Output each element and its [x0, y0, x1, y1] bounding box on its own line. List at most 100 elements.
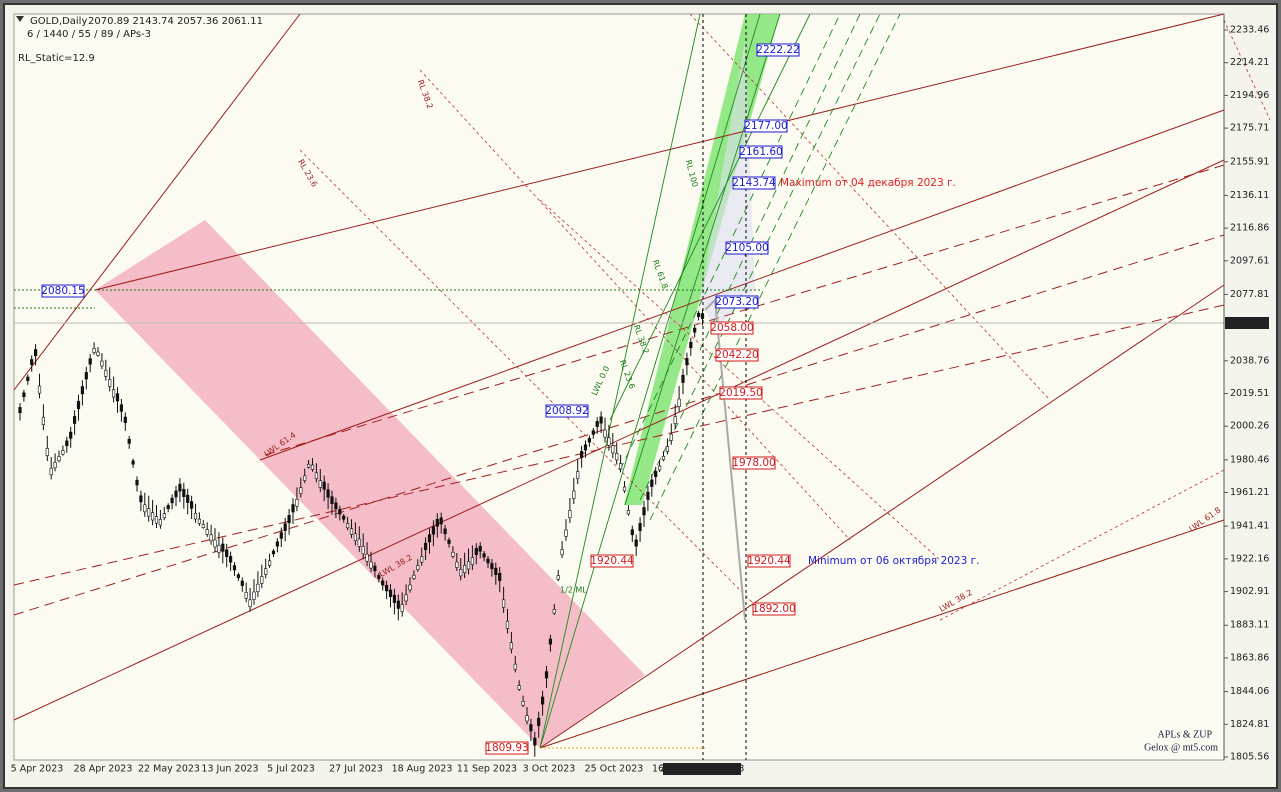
- candle-body: [127, 438, 131, 444]
- red-lines: [13, 13, 1225, 749]
- candle-body: [505, 620, 510, 629]
- green-lines: [539, 13, 811, 749]
- candle-body: [201, 524, 205, 528]
- candle-body: [400, 604, 404, 612]
- candle-body: [646, 491, 650, 500]
- candle-body: [334, 502, 338, 510]
- candle-body: [182, 488, 186, 498]
- candle-body: [685, 358, 689, 366]
- candle-body: [236, 574, 241, 579]
- candle-body: [303, 475, 307, 481]
- candle-body: [41, 416, 45, 425]
- candle-body: [353, 533, 358, 541]
- candle-body: [88, 358, 92, 365]
- price-tick-label: 2233.46: [1230, 25, 1269, 36]
- candle-body: [287, 515, 291, 524]
- price-tick-label: 2214.21: [1230, 57, 1269, 68]
- candle-body: [197, 518, 202, 524]
- candle-body: [267, 560, 272, 566]
- candle-body: [392, 594, 397, 603]
- footer-title: APLs & ZUP: [1158, 729, 1213, 740]
- candle-body: [576, 471, 580, 480]
- candle-body: [494, 567, 498, 575]
- date-label: 3 Oct 2023: [523, 764, 576, 775]
- level-label: 2080.15: [41, 285, 84, 297]
- candle-body: [642, 507, 646, 516]
- zigzag: [704, 297, 746, 621]
- price-tick-label: 1980.46: [1230, 454, 1269, 465]
- candle-body: [84, 372, 88, 380]
- candle-body: [369, 561, 373, 569]
- candle-body: [37, 385, 42, 394]
- candle-body: [151, 512, 155, 521]
- candle-body: [388, 589, 393, 598]
- level-label: 1892.00: [752, 603, 795, 615]
- level-label: 2008.92: [545, 405, 588, 417]
- candle-body: [583, 444, 588, 451]
- candle-body: [451, 551, 455, 557]
- candle-body: [474, 548, 478, 555]
- level-label: 2058.00: [710, 322, 753, 334]
- candle-body: [100, 360, 104, 367]
- candle-body: [275, 541, 280, 547]
- price-tick-label: 1883.11: [1230, 620, 1269, 631]
- level-label: 2042.20: [715, 349, 758, 361]
- candle-body: [622, 486, 627, 492]
- level-box: [590, 554, 634, 568]
- candle-body: [30, 359, 34, 365]
- candle-body: [404, 594, 408, 602]
- level-box: [715, 348, 759, 362]
- candle-body: [501, 599, 506, 608]
- candle-body: [229, 556, 233, 563]
- price-tick-label: 1961.21: [1230, 487, 1269, 498]
- candle-body: [193, 512, 198, 520]
- candle-body: [115, 393, 120, 402]
- candle-body: [349, 528, 354, 535]
- candle-body: [689, 341, 693, 349]
- price-tick-label: 2116.86: [1230, 223, 1269, 234]
- date-label: 16: [652, 764, 664, 775]
- candle-body: [544, 671, 549, 679]
- candle-body: [57, 456, 61, 461]
- current-price-box: [1225, 317, 1269, 329]
- price-tick-label: 1805.56: [1230, 752, 1269, 763]
- menu-arrow[interactable]: [16, 16, 24, 22]
- candle-body: [178, 483, 182, 492]
- candles: [18, 309, 705, 757]
- candle-body: [611, 445, 615, 454]
- candle-body: [357, 538, 361, 547]
- candle-body: [470, 557, 475, 566]
- candle-body: [252, 591, 256, 600]
- maximum-note: Maximum от 04 декабря 2023 г.: [780, 177, 956, 189]
- candle-body: [104, 369, 108, 377]
- candle-body: [517, 685, 521, 690]
- date-label: 5 Apr 2023: [11, 764, 64, 775]
- candle-body: [295, 498, 299, 507]
- candle-body: [256, 583, 260, 592]
- candle-body: [244, 592, 248, 599]
- price-tick-label: 2019.51: [1230, 388, 1269, 399]
- candle-body: [412, 574, 416, 579]
- level-label: 1920.44: [590, 555, 634, 567]
- candle-body: [112, 389, 116, 398]
- candle-body: [533, 737, 537, 746]
- candle-body: [381, 580, 385, 586]
- candle-body: [338, 509, 342, 515]
- candle-body: [221, 543, 225, 552]
- candle-body: [205, 529, 209, 535]
- candle-body: [521, 701, 525, 706]
- candle-body: [579, 451, 584, 459]
- candle-body: [486, 558, 490, 564]
- candle-body: [147, 508, 151, 517]
- candle-body: [310, 464, 315, 470]
- price-tick-label: 2136.11: [1230, 190, 1269, 201]
- candle-body: [548, 638, 552, 645]
- red-dotted: [299, 13, 1271, 621]
- candle-body: [65, 440, 69, 447]
- price-tick-label: 1863.86: [1230, 652, 1269, 663]
- candle-body: [700, 313, 705, 319]
- level-box: [545, 404, 589, 418]
- candle-body: [482, 553, 486, 558]
- date-label: 28 Apr 2023: [74, 764, 133, 775]
- date-label: 18 Aug 2023: [392, 764, 453, 775]
